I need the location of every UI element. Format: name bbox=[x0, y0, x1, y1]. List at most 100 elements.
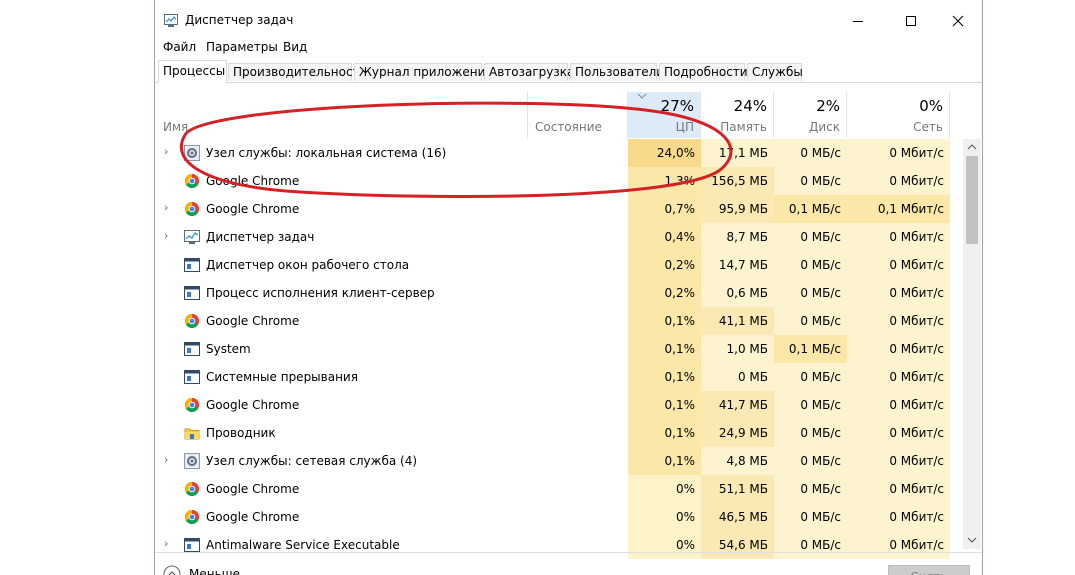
vertical-scrollbar[interactable] bbox=[963, 139, 981, 549]
tab-app-history[interactable]: Журнал приложений bbox=[354, 63, 493, 81]
close-button[interactable] bbox=[935, 6, 981, 36]
process-row[interactable]: Диспетчер окон рабочего стола 0,2% 14,7 МБ… bbox=[155, 251, 950, 279]
expand-chevron-icon[interactable]: › bbox=[164, 537, 169, 550]
process-name: Google Chrome bbox=[206, 398, 300, 412]
process-cpu: 0% bbox=[628, 503, 701, 531]
tab-details[interactable]: Подробности bbox=[659, 63, 748, 81]
chrome-icon bbox=[184, 481, 200, 497]
process-memory: 54,6 МБ bbox=[701, 531, 774, 559]
title-bar: Диспетчер задач bbox=[155, 0, 982, 38]
process-name: Узел службы: локальная система (16) bbox=[206, 146, 447, 160]
column-disk[interactable]: 2% Диск bbox=[774, 92, 847, 138]
tab-startup[interactable]: Автозагрузка bbox=[484, 63, 574, 81]
process-row[interactable]: Google Chrome 0,1% 41,1 МБ 0 МБ/с 0 Мбит/с bbox=[155, 307, 950, 335]
process-name: Antimalware Service Executable bbox=[206, 538, 400, 552]
process-disk: 0 МБ/с bbox=[774, 279, 847, 307]
process-memory: 4,8 МБ bbox=[701, 447, 774, 475]
process-cpu: 0,1% bbox=[628, 307, 701, 335]
process-row[interactable]: Системные прерывания 0,1% 0 МБ 0 МБ/с 0 Мбит… bbox=[155, 363, 950, 391]
process-network: 0 Мбит/с bbox=[847, 335, 950, 363]
process-name: Системные прерывания bbox=[206, 370, 358, 384]
end-task-button[interactable]: Снять задачу bbox=[888, 565, 970, 575]
expand-chevron-icon[interactable]: › bbox=[164, 145, 169, 158]
process-name: Узел службы: сетевая служба (4) bbox=[206, 454, 418, 468]
process-name: Процесс исполнения клиент-сервер bbox=[206, 286, 435, 300]
chrome-icon bbox=[184, 313, 200, 329]
process-name: Google Chrome bbox=[206, 314, 300, 328]
column-header: Имя Состояние 27% ЦП 24% Память 2% Диск … bbox=[155, 92, 950, 138]
maximize-icon bbox=[906, 16, 916, 26]
maximize-button[interactable] bbox=[888, 6, 934, 36]
process-memory: 0 МБ bbox=[701, 363, 774, 391]
process-disk: 0 МБ/с bbox=[774, 447, 847, 475]
menu-view[interactable]: Вид bbox=[283, 40, 308, 54]
process-row[interactable]: Процесс исполнения клиент-сервер 0,2% 0,6 … bbox=[155, 279, 950, 307]
menu-file[interactable]: Файл bbox=[163, 40, 197, 54]
process-disk: 0 МБ/с bbox=[774, 251, 847, 279]
taskmgr-icon bbox=[184, 229, 200, 245]
column-status[interactable]: Состояние bbox=[528, 92, 628, 138]
process-network: 0 Мбит/с bbox=[847, 475, 950, 503]
process-row[interactable]: Google Chrome 0% 51,1 МБ 0 МБ/с 0 Мбит/с bbox=[155, 475, 950, 503]
column-memory[interactable]: 24% Память bbox=[701, 92, 774, 138]
process-row[interactable]: › Antimalware Service Executable 0% 54,6 МБ… bbox=[155, 531, 950, 559]
process-cpu: 24,0% bbox=[628, 139, 701, 167]
minimize-button[interactable] bbox=[835, 6, 881, 36]
window-title: Диспетчер задач bbox=[185, 13, 294, 27]
network-total: 0% bbox=[919, 97, 943, 115]
sort-arrow-icon bbox=[637, 93, 647, 99]
process-memory: 8,7 МБ bbox=[701, 223, 774, 251]
process-name: Проводник bbox=[206, 426, 276, 440]
expand-chevron-icon[interactable]: › bbox=[164, 201, 169, 214]
process-memory: 14,7 МБ bbox=[701, 251, 774, 279]
process-network: 0 Мбит/с bbox=[847, 307, 950, 335]
process-name: Google Chrome bbox=[206, 482, 300, 496]
process-network: 0 Мбит/с bbox=[847, 251, 950, 279]
tab-processes[interactable]: Процессы bbox=[158, 60, 227, 83]
process-network: 0 Мбит/с bbox=[847, 139, 950, 167]
column-network[interactable]: 0% Сеть bbox=[847, 92, 950, 138]
process-row[interactable]: Google Chrome 0% 46,5 МБ 0 МБ/с 0 Мбит/с bbox=[155, 503, 950, 531]
process-network: 0 Мбит/с bbox=[847, 391, 950, 419]
process-row[interactable]: System 0,1% 1,0 МБ 0,1 МБ/с 0 Мбит/с bbox=[155, 335, 950, 363]
fewer-details-label: Меньше bbox=[189, 567, 241, 575]
tab-users[interactable]: Пользователи bbox=[570, 63, 664, 81]
process-network: 0,1 Мбит/с bbox=[847, 195, 950, 223]
process-row[interactable]: Google Chrome 0,1% 41,7 МБ 0 МБ/с 0 Мбит/с bbox=[155, 391, 950, 419]
process-disk: 0 МБ/с bbox=[774, 419, 847, 447]
process-memory: 0,6 МБ bbox=[701, 279, 774, 307]
chrome-icon bbox=[184, 201, 200, 217]
expand-chevron-icon[interactable]: › bbox=[164, 453, 169, 466]
process-disk: 0 МБ/с bbox=[774, 139, 847, 167]
process-row[interactable]: › Google Chrome 0,7% 95,9 МБ 0,1 МБ/с 0,1 Мби… bbox=[155, 195, 950, 223]
chrome-icon bbox=[184, 173, 200, 189]
expand-chevron-icon[interactable]: › bbox=[164, 229, 169, 242]
gear-icon bbox=[184, 453, 200, 469]
process-row[interactable]: › Узел службы: локальная система (16) 24,0… bbox=[155, 139, 950, 167]
window-icon bbox=[184, 537, 200, 553]
process-row[interactable]: › Диспетчер задач 0,4% 8,7 МБ 0 МБ/с 0 Мбит/с bbox=[155, 223, 950, 251]
scroll-up-icon[interactable] bbox=[967, 144, 977, 150]
process-row[interactable]: Проводник 0,1% 24,9 МБ 0 МБ/с 0 Мбит/с bbox=[155, 419, 950, 447]
process-memory: 17,1 МБ bbox=[701, 139, 774, 167]
scroll-down-icon[interactable] bbox=[967, 537, 977, 543]
column-name[interactable]: Имя bbox=[155, 92, 528, 138]
window-icon bbox=[184, 369, 200, 385]
process-disk: 0 МБ/с bbox=[774, 391, 847, 419]
process-row[interactable]: › Узел службы: сетевая служба (4) 0,1% 4,8 … bbox=[155, 447, 950, 475]
menu-options[interactable]: Параметры bbox=[206, 40, 278, 54]
process-memory: 1,0 МБ bbox=[701, 335, 774, 363]
tab-performance[interactable]: Производительность bbox=[228, 63, 367, 81]
tab-services[interactable]: Службы bbox=[747, 63, 803, 81]
scrollbar-thumb[interactable] bbox=[966, 156, 978, 244]
process-network: 0 Мбит/с bbox=[847, 531, 950, 559]
window-icon bbox=[184, 257, 200, 273]
column-cpu[interactable]: 27% ЦП bbox=[628, 92, 701, 138]
process-name: System bbox=[206, 342, 251, 356]
process-network: 0 Мбит/с bbox=[847, 363, 950, 391]
process-memory: 41,1 МБ bbox=[701, 307, 774, 335]
process-disk: 0 МБ/с bbox=[774, 223, 847, 251]
process-disk: 0 МБ/с bbox=[774, 363, 847, 391]
process-memory: 24,9 МБ bbox=[701, 419, 774, 447]
process-row[interactable]: Google Chrome 1,3% 156,5 МБ 0 МБ/с 0 Мбит/с bbox=[155, 167, 950, 195]
